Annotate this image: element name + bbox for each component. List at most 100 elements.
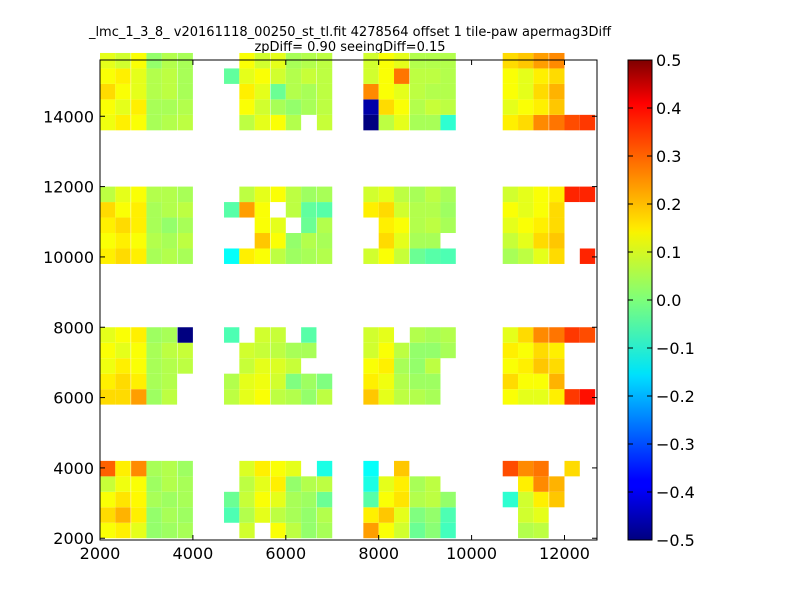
heatmap-cell <box>301 389 317 405</box>
heatmap-cell <box>378 476 395 492</box>
heatmap-cell <box>115 342 131 359</box>
heatmap-cell <box>394 373 410 390</box>
heatmap-cell <box>378 248 395 264</box>
heatmap-cell <box>177 83 193 100</box>
heatmap-cell <box>115 233 131 249</box>
heatmap-cell <box>285 52 302 69</box>
heatmap-cell <box>100 460 116 477</box>
y-tick-label: 10000 <box>43 248 94 267</box>
heatmap-cell <box>378 327 395 343</box>
heatmap-cell <box>285 476 302 492</box>
heatmap-cell <box>316 373 333 390</box>
heatmap-cell <box>131 491 147 508</box>
heatmap-cell <box>239 83 255 100</box>
heatmap-cell <box>254 68 271 84</box>
heatmap-cell <box>301 202 317 218</box>
plot-frame <box>99 59 598 541</box>
heatmap-cells <box>100 52 596 539</box>
heatmap-cell <box>115 83 131 100</box>
heatmap-cell <box>378 99 395 115</box>
heatmap-cell <box>409 342 426 359</box>
heatmap-cell <box>115 476 131 492</box>
heatmap-cell <box>316 186 333 203</box>
heatmap-cell <box>502 233 519 249</box>
heatmap-cell <box>316 476 333 492</box>
heatmap-cell <box>115 327 131 343</box>
heatmap-cell <box>239 522 255 539</box>
heatmap-cell <box>270 389 286 405</box>
heatmap-cell <box>549 83 565 100</box>
heatmap-cell <box>131 327 147 343</box>
heatmap-cell <box>502 114 519 131</box>
heatmap-cell <box>440 202 456 218</box>
heatmap-cell <box>115 114 131 131</box>
heatmap-cell <box>440 217 456 234</box>
y-tick-label: 6000 <box>53 389 94 408</box>
heatmap-cell <box>440 248 456 264</box>
heatmap-cell <box>161 522 178 539</box>
heatmap-cell <box>425 248 441 264</box>
heatmap-cell <box>409 83 426 100</box>
heatmap-cell <box>100 68 116 84</box>
heatmap-cell <box>131 233 147 249</box>
y-tick-label: 4000 <box>53 459 94 478</box>
heatmap-cell <box>363 248 379 264</box>
heatmap-cell <box>394 186 410 203</box>
heatmap-cell <box>161 52 178 69</box>
heatmap-cell <box>301 83 317 100</box>
heatmap-cell <box>131 52 147 69</box>
heatmap-cell <box>316 389 333 405</box>
heatmap-cell <box>533 476 549 492</box>
heatmap-cell <box>394 217 410 234</box>
heatmap-cell <box>409 68 426 84</box>
heatmap-cell <box>177 217 193 234</box>
heatmap-cell <box>131 342 147 359</box>
heatmap-cell <box>239 186 255 203</box>
heatmap-cell <box>394 476 410 492</box>
heatmap-cell <box>549 186 565 203</box>
heatmap-cell <box>270 99 286 115</box>
heatmap-cell <box>363 68 379 84</box>
heatmap-cell <box>378 522 395 539</box>
heatmap-cell <box>425 522 441 539</box>
heatmap-cell <box>131 373 147 390</box>
heatmap-cell <box>502 83 519 100</box>
heatmap-cell <box>100 491 116 508</box>
heatmap-cell <box>316 202 333 218</box>
heatmap-cell <box>518 83 534 100</box>
heatmap-cell <box>363 327 379 343</box>
heatmap-cell <box>533 389 549 405</box>
heatmap-cell <box>378 186 395 203</box>
heatmap-cell <box>533 202 549 218</box>
heatmap-cell <box>518 52 534 69</box>
heatmap-cell <box>115 373 131 390</box>
heatmap-cell <box>161 342 178 359</box>
heatmap-cell <box>161 507 178 523</box>
heatmap-cell <box>161 202 178 218</box>
heatmap-cell <box>316 491 333 508</box>
heatmap-cell <box>239 507 255 523</box>
heatmap-cell <box>518 327 534 343</box>
heatmap-cell <box>394 491 410 508</box>
heatmap-cell <box>161 460 178 477</box>
heatmap-cell <box>579 248 596 264</box>
heatmap-cell <box>161 358 178 374</box>
heatmap-cell <box>224 373 240 390</box>
heatmap-cell <box>425 233 441 249</box>
heatmap-cell <box>285 342 302 359</box>
heatmap-cell <box>285 358 302 374</box>
heatmap-cell <box>146 99 162 115</box>
heatmap-cell <box>518 389 534 405</box>
heatmap-cell <box>363 202 379 218</box>
heatmap-cell <box>301 342 317 359</box>
heatmap-cell <box>409 52 426 69</box>
heatmap-cell <box>502 202 519 218</box>
heatmap-cell <box>161 217 178 234</box>
heatmap-cell <box>518 99 534 115</box>
heatmap-cell <box>425 52 441 69</box>
heatmap-cell <box>254 389 271 405</box>
y-axis: 2000 4000 6000 8000 10000 12000 14000 <box>43 107 597 548</box>
heatmap-cell <box>177 327 193 343</box>
heatmap-cell <box>363 114 379 131</box>
heatmap-cell <box>131 114 147 131</box>
